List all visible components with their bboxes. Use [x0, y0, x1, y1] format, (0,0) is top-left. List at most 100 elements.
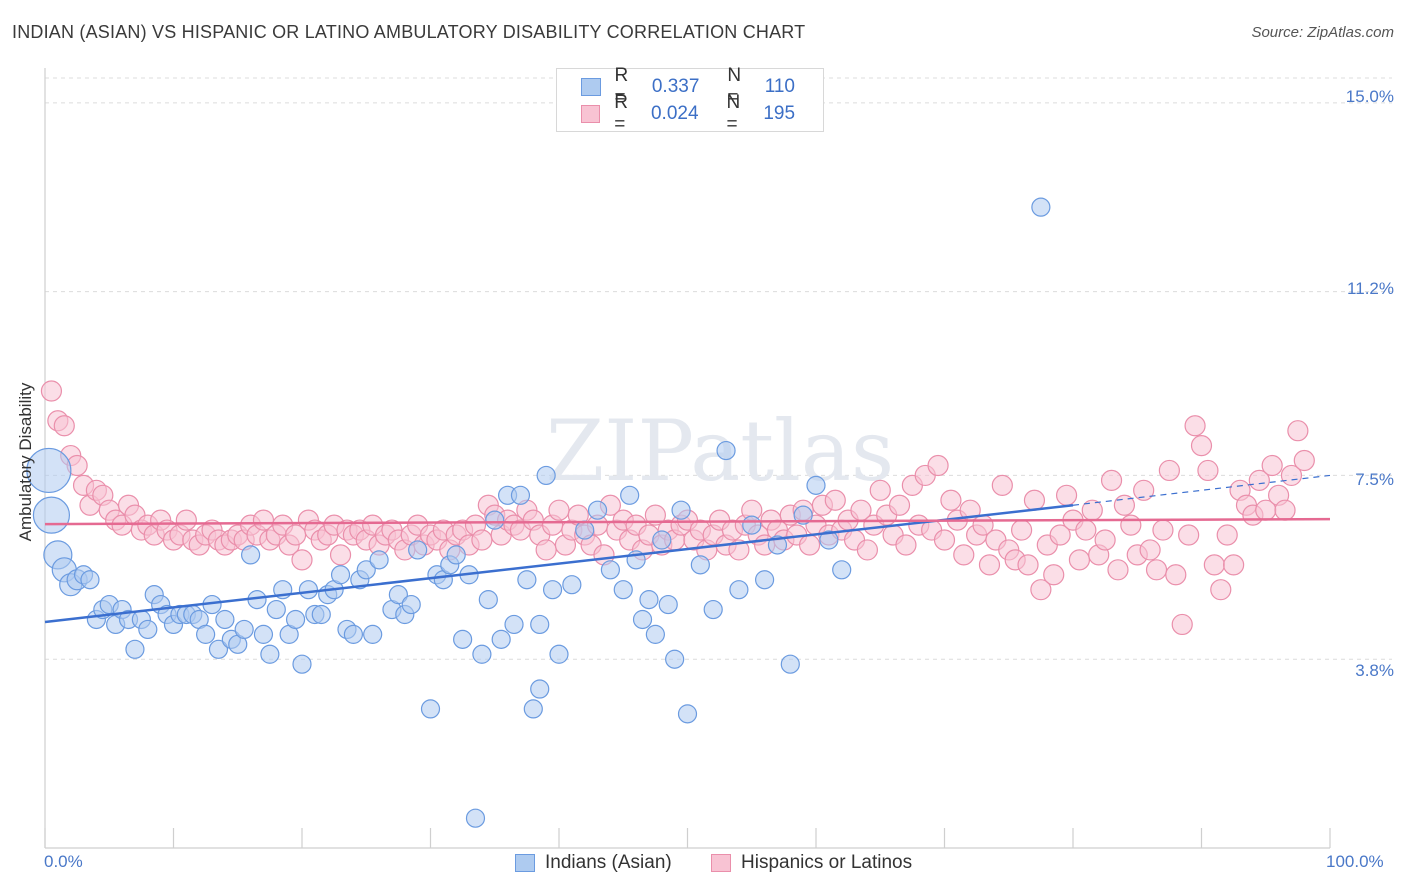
- indian-points: [26, 197, 1051, 828]
- data-point: [1010, 519, 1033, 541]
- data-point: [485, 510, 505, 530]
- data-point: [1203, 554, 1225, 576]
- data-point: [369, 550, 389, 570]
- data-point: [401, 594, 421, 615]
- chart-title: INDIAN (ASIAN) VS HISPANIC OR LATINO AMB…: [12, 22, 806, 42]
- data-point: [824, 489, 846, 511]
- data-point: [1152, 519, 1174, 541]
- data-point: [613, 580, 633, 600]
- y-tick-label: 7.5%: [1355, 470, 1394, 489]
- data-point: [1184, 415, 1206, 437]
- data-point: [215, 609, 235, 630]
- y-axis-label: Ambulatory Disability: [16, 382, 35, 542]
- legend-label: Hispanics or Latinos: [741, 852, 913, 873]
- data-point: [716, 440, 736, 461]
- data-point: [1165, 564, 1187, 586]
- data-point: [542, 580, 563, 600]
- data-point: [1216, 524, 1238, 546]
- data-point: [1248, 469, 1270, 491]
- data-point: [530, 614, 550, 635]
- data-point: [491, 629, 511, 649]
- legend-row-indian: R = 0.337 N = 110: [581, 65, 823, 108]
- data-point: [953, 544, 975, 566]
- bottom-legend-indian[interactable]: Indians (Asian): [515, 852, 672, 874]
- data-point: [329, 544, 352, 566]
- data-point: [1049, 524, 1071, 546]
- legend-label: Indians (Asian): [545, 852, 672, 873]
- data-point: [793, 505, 813, 525]
- legend-row-hispanic: R = 0.024 N = 195: [581, 92, 823, 135]
- data-point: [26, 447, 72, 494]
- data-point: [819, 530, 839, 550]
- data-point: [196, 624, 216, 644]
- data-point: [510, 485, 531, 505]
- data-point: [363, 624, 383, 644]
- data-point: [690, 555, 710, 575]
- data-point: [298, 580, 319, 600]
- data-point: [523, 699, 543, 719]
- data-point: [420, 699, 441, 719]
- data-point: [645, 624, 665, 644]
- data-point: [658, 594, 678, 615]
- data-point: [292, 654, 312, 674]
- bottom-legend-hispanic[interactable]: Hispanics or Latinos: [711, 852, 912, 874]
- data-point: [1133, 479, 1155, 501]
- data-point: [677, 704, 698, 724]
- data-point: [729, 580, 749, 600]
- data-point: [446, 545, 466, 565]
- data-point: [1197, 459, 1219, 482]
- legend-swatch-pink: [711, 854, 731, 872]
- data-point: [620, 485, 640, 505]
- data-point: [32, 496, 71, 534]
- data-point: [1178, 524, 1200, 546]
- data-point: [356, 560, 376, 580]
- data-point: [1068, 549, 1091, 571]
- grid-lines: [45, 77, 1392, 660]
- data-point: [1287, 420, 1309, 442]
- data-point: [742, 515, 762, 535]
- data-point: [80, 570, 100, 590]
- data-point: [260, 644, 280, 664]
- data-point: [1100, 469, 1123, 491]
- data-point: [266, 599, 286, 620]
- x-tick-label: 0.0%: [44, 852, 83, 871]
- n-value: 195: [763, 103, 796, 124]
- data-point: [703, 599, 723, 620]
- y-tick-label: 15.0%: [1345, 87, 1394, 106]
- data-point: [780, 654, 800, 674]
- y-tick-label: 3.8%: [1355, 661, 1394, 680]
- data-point: [562, 575, 582, 595]
- data-point: [587, 500, 608, 520]
- data-point: [1210, 579, 1232, 601]
- data-point: [1190, 435, 1213, 457]
- data-point: [652, 530, 672, 550]
- data-point: [1031, 197, 1051, 217]
- data-point: [1145, 559, 1168, 581]
- data-point: [798, 534, 821, 556]
- data-point: [754, 570, 775, 590]
- data-point: [253, 624, 274, 644]
- r-value: 0.337: [651, 76, 700, 97]
- data-point: [639, 590, 659, 610]
- data-point: [388, 585, 408, 605]
- data-point: [548, 499, 570, 521]
- y-tick-label: 11.2%: [1347, 279, 1394, 298]
- data-point: [472, 644, 492, 664]
- data-point: [1261, 454, 1283, 477]
- data-point: [311, 604, 331, 625]
- data-point: [1081, 499, 1103, 521]
- data-point: [895, 534, 917, 556]
- source-label: Source: ZipAtlas.com: [1251, 24, 1394, 41]
- data-point: [1120, 514, 1142, 536]
- n-label: N =: [727, 65, 742, 108]
- data-point: [478, 590, 498, 610]
- legend-swatch-blue: [581, 78, 601, 96]
- data-point: [125, 639, 145, 659]
- trend-lines: [44, 474, 1331, 624]
- r-value: 0.024: [650, 103, 699, 124]
- data-point: [856, 539, 879, 561]
- data-point: [927, 454, 949, 477]
- data-point: [575, 520, 595, 540]
- trend-line-hispanic: [44, 517, 1331, 526]
- data-point: [1158, 459, 1180, 482]
